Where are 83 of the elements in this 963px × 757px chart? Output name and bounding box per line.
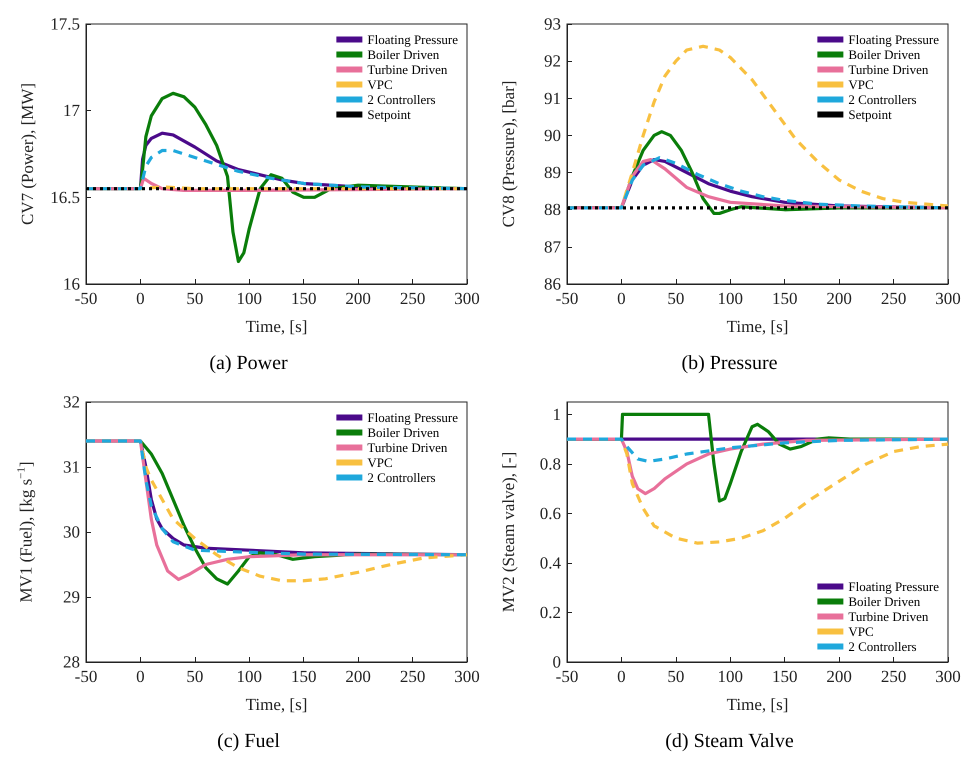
x-tick-label: 150 [290, 667, 316, 686]
text: (c) Fuel [217, 730, 280, 752]
line-series [565, 438, 950, 464]
legend-label: VPC [367, 77, 393, 92]
text: (a) Power [209, 352, 288, 374]
y-tick-label: 17 [63, 101, 80, 120]
legend-label: Boiler Driven [848, 47, 921, 62]
y-tick-label: 93 [544, 14, 561, 34]
x-tick-label: 100 [718, 667, 744, 686]
legend-label: Boiler Driven [848, 594, 921, 609]
y-tick-label: 29 [63, 588, 80, 606]
x-tick-label: 250 [400, 667, 426, 686]
legend-label: Turbine Driven [367, 62, 448, 77]
legend-label: VPC [848, 77, 874, 92]
x-tick-label: 250 [400, 289, 426, 308]
x-axis-title: Time, [s] [726, 695, 788, 714]
y-tick-label: 31 [63, 458, 80, 476]
x-tick-label: 0 [136, 289, 145, 308]
x-tick-label: 300 [454, 289, 480, 308]
y-tick-label: 30 [63, 522, 80, 542]
x-tick-label: 300 [935, 289, 961, 308]
legend-label: Boiler Driven [367, 47, 440, 62]
y-tick-label: 0.6 [540, 504, 561, 523]
text: (d) Steam Valve [665, 730, 794, 752]
x-tick-label: 150 [772, 289, 798, 308]
legend-label: Turbine Driven [848, 62, 929, 77]
x-tick-label: 200 [826, 289, 852, 308]
legend-label: 2 Controllers [367, 92, 436, 107]
y-tick-label: 0.2 [540, 602, 561, 622]
x-tick-label: 250 [880, 289, 906, 308]
legend-label: Setpoint [848, 107, 892, 122]
x-tick-label: 50 [186, 667, 204, 686]
y-tick-label: 87 [544, 237, 562, 256]
legend-label: Floating Pressure [848, 32, 940, 47]
y-tick-label: 0.4 [540, 553, 562, 572]
legend-label: Setpoint [367, 107, 412, 122]
legend-label: Floating Pressure [367, 410, 458, 425]
y-tick-label: 1 [552, 404, 561, 424]
x-tick-label: 0 [617, 289, 626, 308]
legend-label: 2 Controllers [848, 92, 917, 107]
x-tick-label: 200 [345, 667, 371, 686]
x-tick-label: 200 [826, 667, 852, 686]
x-tick-label: 50 [667, 289, 684, 308]
y-tick-label: 0.8 [540, 454, 561, 474]
y-tick-label: 89 [544, 163, 561, 182]
y-axis-title: MV1 (Fuel), [kg s−1] [16, 461, 36, 603]
x-tick-label: 300 [935, 667, 961, 686]
legend-label: 2 Controllers [848, 639, 917, 654]
legend-label: Floating Pressure [848, 579, 940, 594]
x-tick-label: 50 [667, 667, 684, 686]
x-tick-label: 100 [236, 289, 262, 308]
x-tick-label: 250 [880, 667, 906, 686]
x-axis-title: Time, [s] [246, 695, 308, 714]
y-axis-title: MV2 (Steam valve), [-] [499, 452, 518, 612]
legend-label: 2 Controllers [367, 470, 436, 485]
y-tick-label: 91 [544, 88, 561, 108]
legend-label: Turbine Driven [367, 440, 448, 455]
y-tick-label: 17.5 [50, 14, 80, 34]
y-tick-label: 90 [544, 126, 561, 145]
legend-label: Floating Pressure [367, 32, 458, 47]
legend-label: VPC [367, 455, 393, 470]
line-series [84, 439, 469, 556]
x-tick-label: 100 [236, 667, 262, 686]
x-tick-label: 300 [454, 667, 480, 686]
x-axis-title: Time, [s] [246, 317, 308, 336]
x-tick-label: 0 [617, 667, 626, 686]
x-tick-label: 150 [290, 289, 316, 308]
y-tick-label: 16.5 [50, 188, 80, 207]
y-tick-label: 88 [544, 200, 561, 220]
x-tick-label: 100 [718, 289, 744, 308]
legend-label: VPC [848, 624, 874, 639]
x-tick-label: 150 [772, 667, 798, 686]
x-tick-label: 50 [186, 289, 204, 308]
y-axis-title: CV7 (Power), [MW] [18, 82, 37, 226]
x-tick-label: 0 [136, 667, 145, 686]
y-axis-title: CV8 (Pressure), [bar] [499, 80, 518, 228]
legend-label: Boiler Driven [367, 425, 440, 440]
x-axis-title: Time, [s] [726, 317, 788, 336]
legend-label: Turbine Driven [848, 609, 929, 624]
x-tick-label: 200 [345, 289, 371, 308]
y-tick-label: 32 [63, 392, 80, 412]
text: (b) Pressure [681, 352, 778, 374]
y-tick-label: 92 [544, 52, 561, 71]
